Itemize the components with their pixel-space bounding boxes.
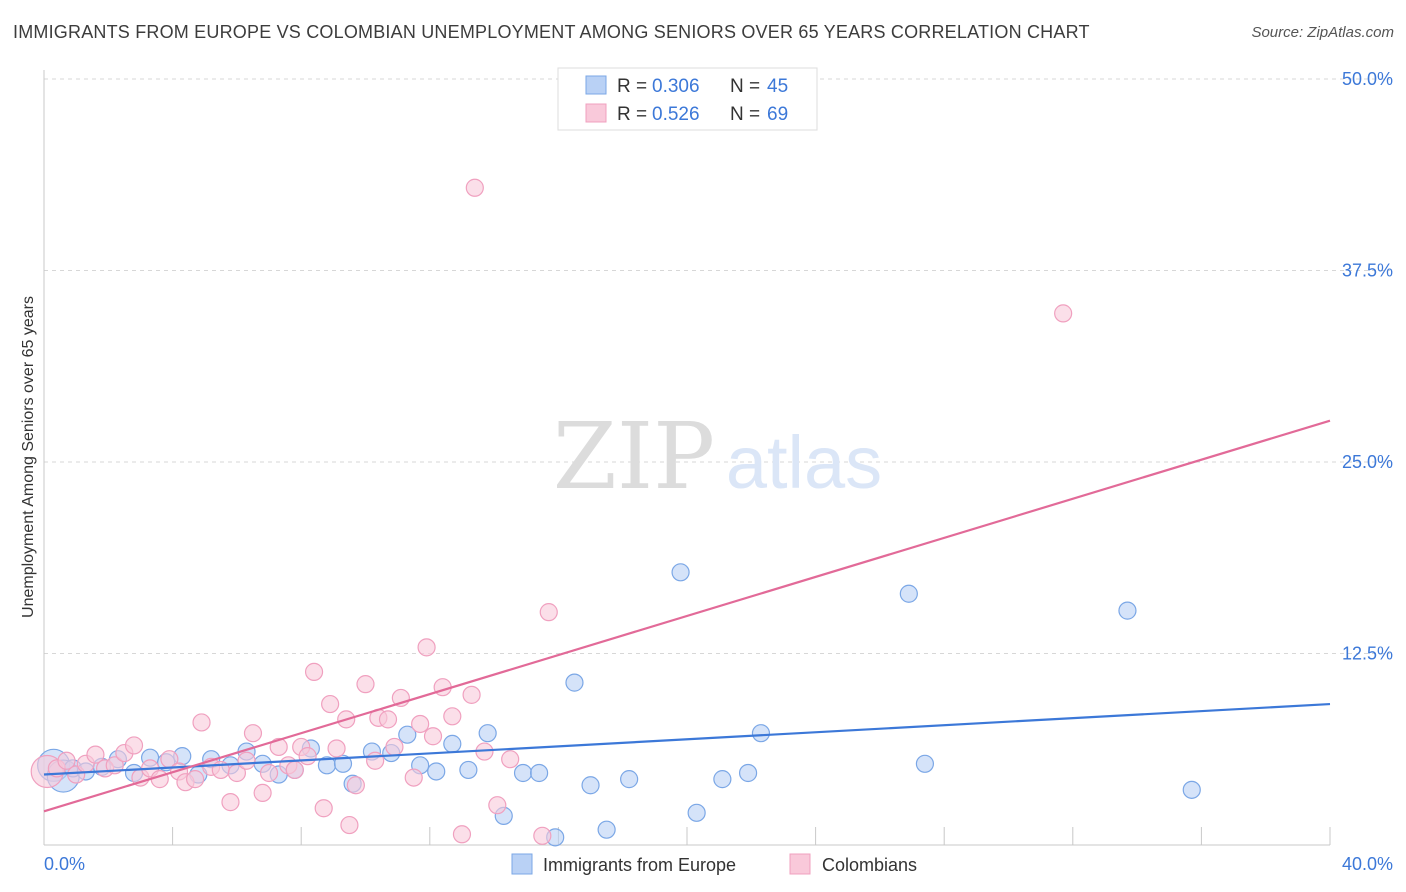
point-colombians: [304, 662, 324, 681]
point-immigrants-from-europe: [915, 754, 935, 773]
point-colombians: [462, 685, 481, 704]
chart-title: IMMIGRANTS FROM EUROPE VS COLOMBIAN UNEM…: [13, 22, 1090, 42]
point-colombians: [269, 737, 288, 757]
point-immigrants-from-europe: [620, 770, 639, 789]
legend-n-label: N =: [730, 104, 760, 125]
point-colombians: [356, 675, 375, 694]
point-immigrants-from-europe: [459, 760, 478, 780]
point-colombians: [411, 714, 430, 734]
grid-lines: [44, 78, 1390, 654]
point-immigrants-from-europe: [713, 770, 732, 789]
point-colombians: [285, 760, 304, 780]
point-immigrants-from-europe: [597, 820, 616, 839]
point-immigrants-from-europe: [671, 563, 690, 582]
watermark-zip: ZIP: [553, 403, 715, 510]
y-tick-label: 50.0%: [1342, 69, 1393, 89]
legend-bottom-label-colombians: Colombians: [822, 855, 917, 875]
point-colombians: [327, 739, 346, 758]
point-colombians: [417, 638, 436, 657]
legend-top: R = 0.306 N = 45 R = 0.526 N = 69: [557, 67, 818, 131]
legend-bottom-swatch-colombians: [789, 853, 811, 875]
point-immigrants-from-europe: [581, 776, 600, 795]
legend-n-label: N =: [730, 76, 760, 97]
point-colombians: [321, 694, 340, 714]
point-colombians: [404, 768, 423, 787]
point-colombians: [533, 826, 552, 845]
point-colombians: [452, 825, 472, 844]
point-immigrants-from-europe: [427, 762, 446, 781]
point-immigrants-from-europe: [751, 724, 771, 743]
point-colombians: [346, 776, 365, 795]
point-colombians: [124, 736, 144, 755]
point-colombians: [340, 815, 359, 835]
point-colombians: [259, 763, 279, 783]
trend-line-immigrants-from-europe: [43, 702, 1331, 776]
point-immigrants-from-europe: [513, 763, 533, 783]
point-immigrants-from-europe: [738, 763, 758, 783]
point-colombians: [378, 710, 398, 729]
point-colombians: [423, 727, 443, 746]
point-colombians: [366, 751, 385, 770]
legend-bottom: Immigrants from Europe Colombians: [511, 853, 917, 875]
point-colombians: [186, 770, 205, 789]
point-immigrants-from-europe: [443, 734, 462, 753]
point-colombians: [192, 713, 211, 732]
point-colombians: [298, 747, 317, 766]
legend-swatch-europe: [585, 75, 607, 95]
point-colombians: [488, 796, 507, 815]
y-tick-label: 12.5%: [1342, 644, 1393, 664]
point-colombians: [57, 751, 76, 770]
legend-r-label: R =: [617, 104, 647, 125]
tick-labels: 12.5% 25.0% 37.5% 50.0% 0.0% 40.0%: [44, 69, 1393, 874]
point-colombians: [237, 751, 256, 770]
point-immigrants-from-europe: [530, 763, 549, 783]
point-immigrants-from-europe: [687, 803, 706, 822]
y-axis-label: Unemployment Among Seniors over 65 years: [20, 296, 37, 618]
source-credit: Source: ZipAtlas.com: [1251, 24, 1394, 41]
point-immigrants-from-europe: [899, 584, 918, 603]
legend-r-value-europe: 0.306: [652, 76, 700, 97]
point-colombians: [86, 745, 105, 764]
point-immigrants-from-europe: [1118, 601, 1137, 620]
point-immigrants-from-europe: [1182, 780, 1201, 799]
legend-r-label: R =: [617, 76, 647, 97]
watermark-atlas: atlas: [726, 421, 882, 504]
x-tick-label: 40.0%: [1342, 854, 1393, 874]
point-immigrants-from-europe: [398, 725, 417, 744]
x-tick-label: 0.0%: [44, 854, 85, 874]
legend-n-value-europe: 45: [767, 76, 788, 97]
legend-bottom-swatch-europe: [511, 853, 533, 875]
point-colombians: [243, 724, 263, 743]
point-colombians: [221, 793, 240, 812]
trend-line-colombians: [43, 419, 1331, 813]
point-colombians: [443, 707, 462, 726]
point-colombians: [253, 783, 272, 803]
legend-bottom-label-europe: Immigrants from Europe: [543, 855, 736, 875]
y-tick-label: 25.0%: [1342, 452, 1393, 472]
point-colombians: [314, 799, 333, 818]
legend-swatch-colombians: [585, 103, 607, 123]
point-colombians: [385, 737, 404, 757]
point-immigrants-from-europe: [333, 754, 353, 773]
watermark: ZIP atlas: [553, 403, 882, 510]
point-colombians: [150, 770, 169, 789]
trend-lines: [43, 419, 1331, 813]
y-tick-label: 37.5%: [1342, 261, 1393, 281]
legend-n-value-colombians: 69: [767, 104, 788, 125]
point-colombians: [539, 603, 558, 622]
series-colombians-points: [30, 178, 1073, 845]
point-colombians: [433, 678, 452, 697]
point-immigrants-from-europe: [478, 724, 497, 743]
point-colombians: [501, 750, 520, 769]
point-colombians: [1054, 304, 1073, 323]
legend-r-value-colombians: 0.526: [652, 104, 700, 125]
point-colombians: [465, 178, 484, 197]
series-immigrants-from-europe-points: [37, 563, 1201, 847]
point-immigrants-from-europe: [565, 673, 584, 692]
